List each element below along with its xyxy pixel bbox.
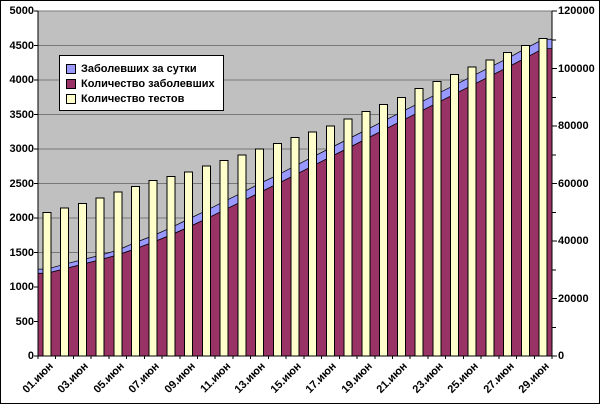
y-left-label: 4000	[9, 74, 34, 86]
y-right-label: 80000	[558, 120, 589, 132]
legend-swatch-total-cases-icon	[66, 78, 76, 89]
bar-tests	[131, 185, 140, 357]
y-left-label: 500	[15, 315, 34, 328]
y-right-label: 0	[558, 350, 565, 362]
y-left-label: 0	[27, 350, 34, 362]
legend-swatch-daily-cases-icon	[66, 63, 76, 74]
bar-tests	[237, 154, 247, 357]
y-left-label: 4500	[9, 39, 34, 52]
bar-tests	[325, 125, 335, 357]
bar-tests	[148, 180, 158, 357]
bar-tests	[503, 52, 513, 357]
y-right-label: 40000	[558, 235, 589, 247]
y-left-label: 3500	[9, 108, 34, 121]
y-left-label: 3000	[9, 143, 34, 155]
bar-tests	[485, 59, 495, 357]
bar-tests	[361, 111, 371, 357]
bar-tests	[184, 171, 194, 357]
y-right-label: 20000	[558, 292, 589, 305]
bar-tests	[520, 45, 530, 357]
y-left-label: 2500	[9, 177, 34, 190]
legend-label-total-cases: Количество заболевших	[81, 77, 215, 90]
bar-tests	[308, 131, 318, 357]
bar-tests	[95, 197, 105, 357]
bar-tests	[379, 103, 389, 357]
legend-item-daily-cases: Заболевших за сутки	[66, 61, 215, 76]
bar-tests	[450, 73, 459, 357]
legend-swatch-tests-icon	[66, 93, 76, 104]
bar-tests	[272, 142, 282, 357]
bar-tests	[343, 118, 353, 357]
y-right-label: 60000	[558, 177, 589, 190]
bar-tests	[432, 80, 442, 357]
bar-tests	[396, 96, 406, 357]
bar-tests	[290, 137, 300, 357]
bar-tests	[60, 207, 70, 357]
bar-tests	[166, 175, 176, 357]
bar-tests	[255, 148, 265, 357]
bar-tests	[113, 191, 123, 357]
bar-tests	[77, 203, 87, 357]
legend-item-total-cases: Количество заболевших	[66, 76, 215, 91]
legend-label-tests: Количество тестов	[81, 92, 185, 105]
y-left-label: 1500	[9, 246, 34, 259]
y-right-label: 120000	[558, 5, 595, 17]
bar-tests	[219, 160, 229, 357]
y-left-label: 2000	[9, 212, 34, 224]
y-left-label: 5000	[9, 5, 34, 17]
bar-tests	[467, 66, 477, 357]
y-right-label: 100000	[558, 62, 595, 75]
legend-label-daily-cases: Заболевших за сутки	[81, 62, 197, 75]
bar-tests	[414, 88, 424, 357]
legend: Заболевших за сутки Количество заболевши…	[59, 55, 224, 111]
bar-tests	[201, 165, 211, 357]
legend-item-tests: Количество тестов	[66, 91, 215, 106]
bar-tests	[538, 37, 548, 357]
y-left-label: 1000	[9, 281, 34, 293]
bar-tests	[42, 211, 52, 357]
